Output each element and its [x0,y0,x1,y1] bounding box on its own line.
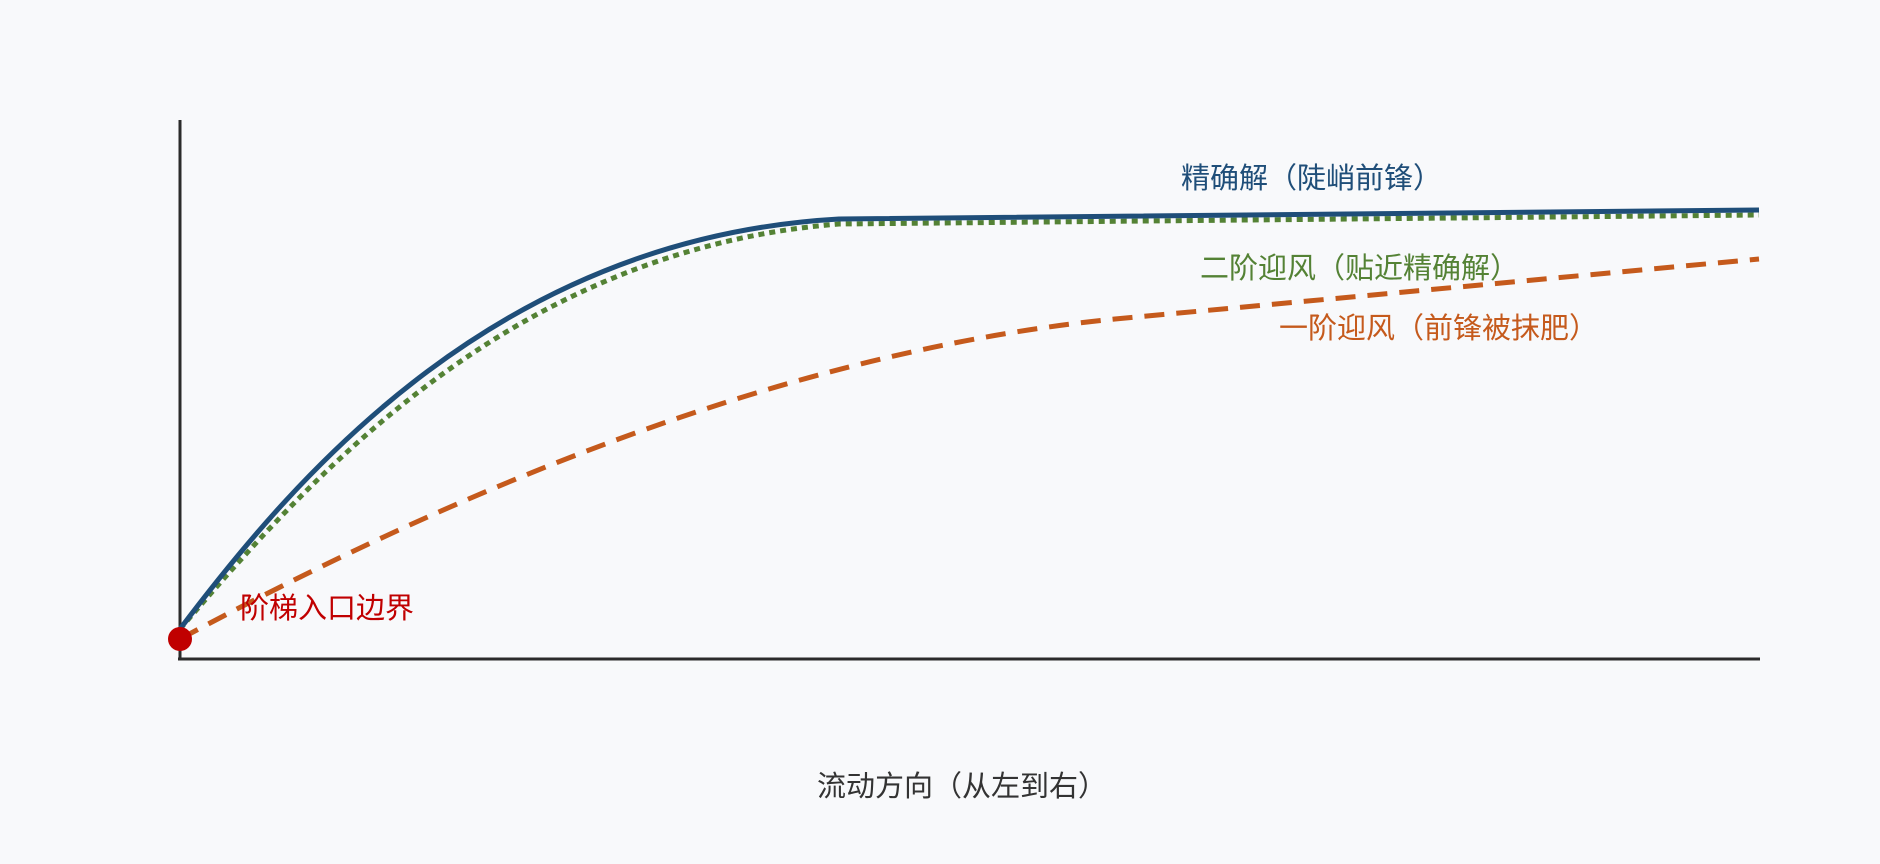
exact-label: 精确解（陡峭前锋） [1181,161,1442,195]
first-order-curve [178,256,1760,642]
x-axis-label: 流动方向（从左到右） [817,769,1107,803]
boundary-point [168,627,192,651]
boundary-label: 阶梯入口边界 [240,591,414,625]
second-order-label: 二阶迎风（贴近精确解） [1200,251,1519,285]
first-order-label: 一阶迎风（前锋被抹肥） [1279,311,1598,345]
exact-curve [178,207,1760,631]
second-order-curve [178,212,1760,631]
